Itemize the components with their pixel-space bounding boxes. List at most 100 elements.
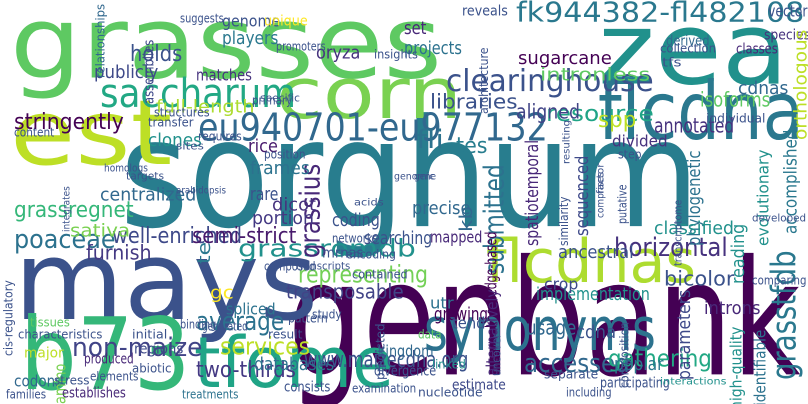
word-consists: consists — [284, 378, 331, 396]
word-families: families — [6, 388, 47, 402]
word-libraries: libraries — [430, 89, 518, 114]
word-reading: reading — [728, 223, 750, 284]
word-portion: portion — [252, 208, 315, 230]
word-identifiable: identifiable — [750, 329, 770, 404]
word-result: result — [268, 328, 303, 342]
word-putative: putative — [616, 184, 630, 224]
word-assemblies: assemblies — [140, 39, 158, 105]
word-grasses: grasses — [10, 0, 443, 102]
word-matches: matches — [196, 66, 252, 86]
word-spliced: spliced — [226, 300, 276, 320]
word-codons: codons — [14, 372, 63, 392]
word-comparing: comparing — [752, 274, 807, 288]
word-major: major — [24, 344, 64, 362]
word-databases: databases — [254, 354, 335, 376]
word-representing: representing — [298, 259, 429, 289]
word-accessed: accessed — [524, 349, 630, 380]
word-furnish: furnish — [86, 241, 152, 266]
word-two-thirds: two-thirds — [196, 357, 296, 384]
word-cdna: cdna — [576, 322, 617, 344]
word-insights: insights — [374, 48, 418, 62]
word-non-maize: non-maize — [72, 333, 203, 364]
word-contained: contained — [352, 268, 408, 282]
word-grassromdb: grassromdb — [238, 233, 416, 263]
word-requires: requires — [198, 130, 242, 144]
word-crop: crop — [544, 274, 579, 294]
word-corn: corn — [276, 54, 463, 136]
word-well-enriched: well-enriched — [112, 223, 242, 250]
word-players: players — [222, 28, 279, 50]
word-fk944382-fl482108: fk944382-fl482108 — [516, 0, 805, 30]
word-stress: stress — [54, 374, 90, 388]
word-composed: composed — [264, 260, 316, 274]
word-relationships: relationships — [94, 3, 108, 78]
word-sativa: sativa — [70, 219, 131, 242]
word-separate: separate — [544, 368, 599, 382]
word-resulting: resulting — [560, 119, 572, 164]
word-utr: utr — [430, 294, 454, 314]
word-characteristics: characteristics — [18, 328, 103, 342]
word-precise: precise — [412, 198, 471, 220]
word-publicly: publicly — [94, 62, 159, 84]
word-genomic: genomic — [394, 170, 435, 182]
word-nucleotide: nucleotide — [418, 386, 483, 400]
word-kb: kb — [456, 206, 478, 232]
word-promoters: promoters — [276, 40, 326, 54]
word-semi-strict: semi-strict — [192, 223, 297, 250]
word-est: est — [10, 79, 173, 186]
word-isoforms: isoforms — [700, 87, 771, 112]
word-targets: targets — [126, 170, 165, 183]
word-sorghum: sorghum — [120, 86, 700, 262]
word-pattern: pattern — [288, 312, 328, 326]
word-rare: rare — [250, 184, 279, 206]
word-oryza: oryza — [316, 41, 361, 64]
word-establishes: establishes — [62, 384, 126, 402]
word-holds: holds — [130, 41, 183, 68]
word-grasstfdb: grasstfdb — [765, 250, 805, 380]
word-classified: classified — [654, 218, 734, 240]
word-encoding: encoding — [346, 248, 396, 262]
word-set: set — [404, 18, 427, 40]
word-eu940701-eu977132: eu940701-eu977132 — [198, 106, 548, 151]
word-introns: introns — [704, 298, 761, 320]
word-coding: coding — [332, 210, 380, 232]
word-abiotic: abiotic — [132, 362, 172, 376]
word-projects: projects — [404, 38, 462, 60]
word-suggests: suggests — [180, 12, 224, 26]
word-linked: linked — [432, 358, 466, 372]
word-te: te — [194, 241, 216, 264]
word-annotated: annotated — [654, 113, 735, 138]
word-divergence: divergence — [374, 362, 437, 380]
word-interactions: interactions — [660, 376, 727, 388]
word-poaceae: poaceae — [14, 225, 116, 256]
word-tes: tes — [456, 133, 488, 160]
word-grassregnet: grassregnet — [14, 197, 134, 224]
word-uncover: uncover — [490, 333, 504, 376]
word-transfer: transfer — [148, 116, 194, 130]
word-transposable: transposable — [286, 279, 404, 304]
word-composition: composition — [618, 322, 632, 388]
word-tfome: tfome — [194, 321, 394, 404]
word-horizontal: horizontal — [614, 233, 728, 264]
word-implementation: implementation — [536, 284, 650, 306]
word-sequenced: sequenced — [572, 155, 594, 236]
word-spatiotemporal: spatiotemporal — [522, 139, 544, 246]
word-full-length: full-length — [156, 95, 255, 118]
word-step: step — [618, 148, 642, 162]
word-zea: zea — [598, 0, 789, 108]
word-usage: usage — [526, 315, 577, 340]
word-classes: classes — [736, 40, 778, 58]
word-evolutionary: evolutionary — [754, 149, 774, 246]
word-cdnas: cdnas — [738, 78, 789, 100]
word-homologs: homologs — [104, 162, 148, 175]
word-gathering: gathering — [608, 343, 712, 373]
word-transcriptome: transcriptome — [672, 199, 685, 266]
word-parameters: parameters — [674, 289, 696, 380]
word-genbank: genbank — [288, 225, 801, 404]
word-mrnas: mrnas — [322, 244, 364, 262]
word-bicolor: bicolor — [664, 267, 735, 292]
word-derived: derived — [666, 32, 710, 50]
word-predicted: predicted — [374, 323, 388, 380]
